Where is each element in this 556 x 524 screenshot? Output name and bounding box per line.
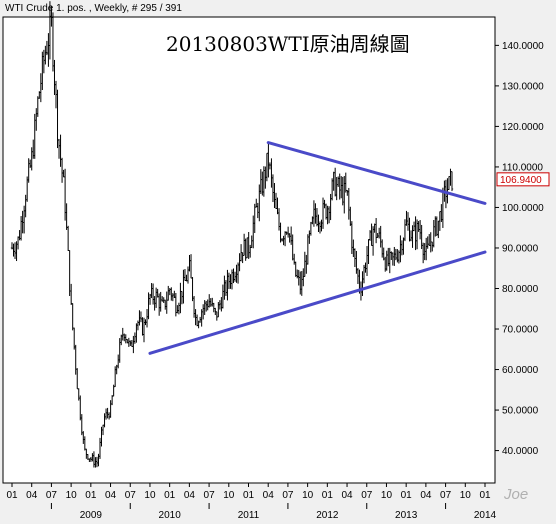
x-year-label: 2011 bbox=[238, 510, 260, 521]
y-tick-label: 40.0000 bbox=[502, 446, 539, 457]
x-month-label: 10 bbox=[381, 490, 393, 501]
x-month-label: 07 bbox=[204, 490, 216, 501]
x-year-label: 2013 bbox=[395, 510, 418, 521]
x-month-label: 04 bbox=[263, 490, 275, 501]
series-info-label: WTI Crude 1. pos. , Weekly, # 295 / 391 bbox=[5, 3, 182, 14]
x-month-label: 07 bbox=[282, 490, 294, 501]
last-price-label: 106.9400 bbox=[500, 175, 542, 186]
x-month-label: 07 bbox=[46, 490, 58, 501]
x-month-label: 04 bbox=[184, 490, 196, 501]
x-month-label: 04 bbox=[26, 490, 38, 501]
chart-title: 20130803WTI原油周線圖 bbox=[166, 32, 410, 56]
y-tick-label: 50.0000 bbox=[502, 406, 539, 417]
x-month-label: 01 bbox=[322, 490, 334, 501]
y-tick-label: 80.0000 bbox=[502, 284, 539, 295]
x-month-label: 01 bbox=[243, 490, 255, 501]
x-month-label: 01 bbox=[85, 490, 97, 501]
x-month-label: 10 bbox=[302, 490, 314, 501]
x-month-label: 07 bbox=[440, 490, 452, 501]
x-month-label: 04 bbox=[420, 490, 432, 501]
x-month-label: 10 bbox=[223, 490, 235, 501]
y-tick-label: 110.0000 bbox=[502, 162, 543, 173]
trendline-upper bbox=[266, 141, 487, 205]
price-bars bbox=[10, 1, 454, 468]
last-price-marker: 106.9400 bbox=[496, 172, 550, 187]
x-month-label: 01 bbox=[479, 490, 491, 501]
x-month-label: 07 bbox=[361, 490, 373, 501]
x-month-label: 01 bbox=[164, 490, 176, 501]
y-tick-label: 130.0000 bbox=[502, 81, 544, 92]
y-tick-label: 90.0000 bbox=[502, 243, 539, 254]
x-month-label: 01 bbox=[401, 490, 413, 501]
x-year-label: 2012 bbox=[316, 510, 339, 521]
x-month-label: 10 bbox=[460, 490, 472, 501]
x-month-label: 04 bbox=[105, 490, 117, 501]
x-year-label: 2009 bbox=[80, 510, 103, 521]
y-tick-label: 70.0000 bbox=[502, 325, 539, 336]
x-axis: 01 04 07 10 01 04 07 10 01 04 07 10 01 04 07 10 01 04 07 10… bbox=[6, 483, 497, 521]
x-year-label: 2014 bbox=[474, 510, 497, 521]
x-month-label: 07 bbox=[125, 490, 137, 501]
y-axis: 40.0000 50.0000 60.0000 70.0000 80.0000 90.00… bbox=[495, 41, 544, 457]
x-month-label: 04 bbox=[341, 490, 353, 501]
y-tick-label: 140.0000 bbox=[502, 41, 544, 52]
y-tick-label: 60.0000 bbox=[502, 365, 539, 376]
x-year-label: 2010 bbox=[159, 510, 182, 521]
last-price-box bbox=[496, 172, 550, 187]
trendlines bbox=[148, 141, 487, 355]
x-month-label: 10 bbox=[144, 490, 156, 501]
y-tick-label: 120.0000 bbox=[502, 122, 544, 133]
x-month-label: 10 bbox=[66, 490, 78, 501]
x-month-label: 01 bbox=[6, 490, 18, 501]
y-tick-label: 100.0000 bbox=[502, 203, 544, 214]
trendline-lower bbox=[148, 250, 487, 355]
watermark: Joe bbox=[503, 486, 528, 503]
